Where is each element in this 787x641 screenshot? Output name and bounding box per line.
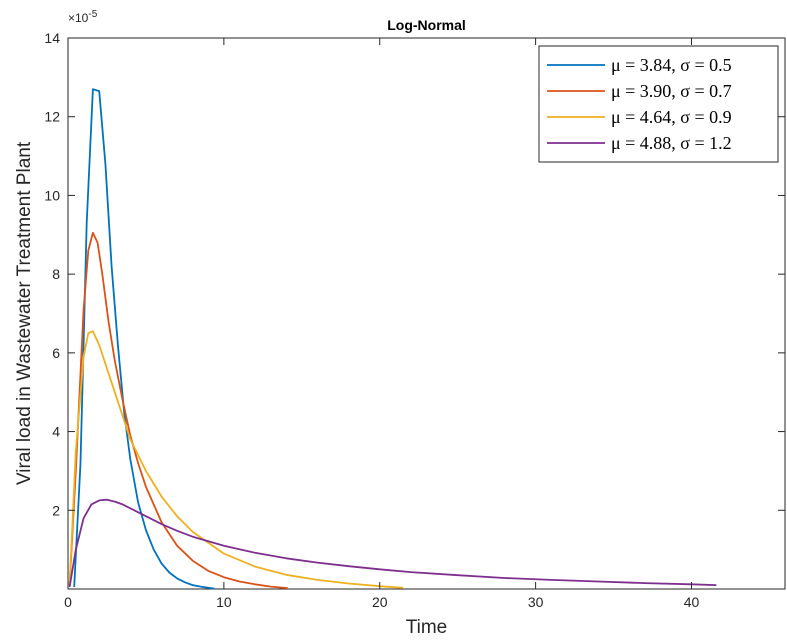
y-tick-label: 14 [44, 30, 60, 46]
series-line-4 [68, 498, 717, 588]
x-tick-label: 10 [216, 594, 232, 610]
y-axis-multiplier: ×10-5 [68, 9, 98, 26]
chart-title: Log-Normal [387, 17, 466, 33]
legend-label: μ = 3.84, σ = 0.5 [611, 55, 732, 75]
legend-label: μ = 4.88, σ = 1.2 [611, 133, 732, 153]
x-tick-label: 40 [684, 594, 700, 610]
y-tick-label: 4 [52, 424, 60, 440]
y-axis-multiplier-base: ×10 [68, 11, 89, 25]
series-layer [68, 88, 717, 590]
x-tick-label: 30 [528, 594, 544, 610]
x-tick-label: 0 [64, 594, 72, 610]
y-axis-title: Viral load in Wastewater Treatment Plant [14, 141, 35, 485]
legend: μ = 3.84, σ = 0.5 μ = 3.90, σ = 0.7 μ = 4.… [538, 45, 779, 163]
x-tick-label: 20 [372, 594, 388, 610]
x-axis-title: Time [406, 617, 448, 638]
legend-label: μ = 4.64, σ = 0.9 [611, 107, 732, 127]
y-tick-label: 6 [52, 345, 60, 361]
legend-label: μ = 3.90, σ = 0.7 [611, 81, 732, 101]
series-line-3 [68, 330, 404, 589]
y-tick-label: 12 [44, 109, 60, 125]
y-tick-label: 10 [44, 187, 60, 203]
y-tick-label: 2 [52, 502, 60, 518]
series-line-1 [73, 88, 215, 590]
y-axis-multiplier-exponent: -5 [88, 9, 97, 20]
axis-layer: 0 10 20 30 40 2 4 6 8 10 12 14 [44, 30, 785, 610]
y-tick-label: 8 [52, 266, 60, 282]
